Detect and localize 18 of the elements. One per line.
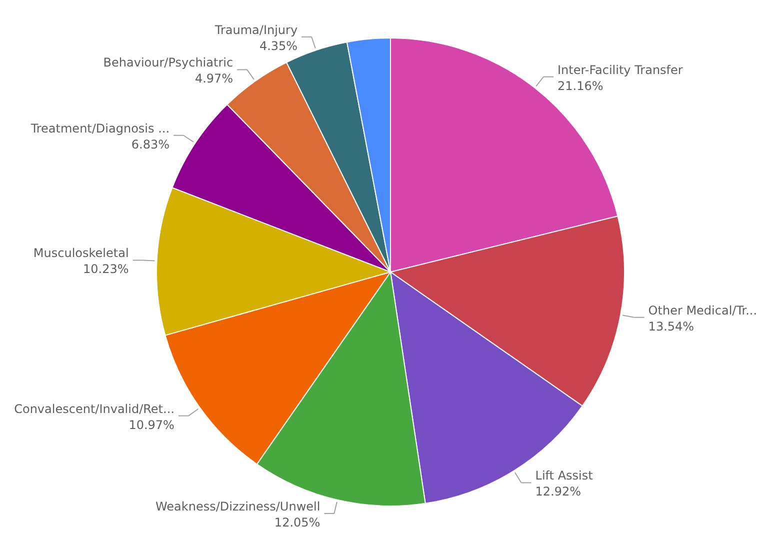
- slice-label: Treatment/Diagnosis ...: [30, 121, 170, 136]
- slice-label: Other Medical/Tr...: [648, 303, 758, 318]
- data-label: 4.97%: [194, 72, 234, 86]
- data-label: 21.16%: [557, 78, 604, 93]
- data-label: 10.23%: [83, 262, 129, 276]
- slice-label: Lift Assist: [535, 468, 594, 483]
- slice-label: Trauma/Injury: [214, 22, 298, 37]
- data-label: 13.54%: [648, 319, 694, 334]
- data-label: 12.05%: [274, 516, 320, 530]
- slice-label: Weakness/Dizziness/Unwell: [156, 500, 320, 514]
- slice-label: Behaviour/Psychiatric: [103, 56, 234, 70]
- data-label: 4.35%: [259, 38, 298, 53]
- slice-label: Inter-Facility Transfer: [557, 62, 683, 77]
- slice-label: Musculoskeletal: [33, 246, 129, 260]
- data-label: 10.97%: [128, 418, 174, 432]
- data-label: 12.92%: [535, 484, 582, 499]
- data-label: 6.83%: [131, 137, 170, 152]
- slice-label: Convalescent/Invalid/Ret...: [14, 402, 174, 416]
